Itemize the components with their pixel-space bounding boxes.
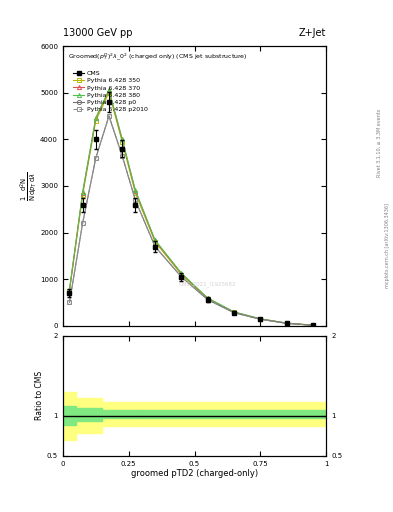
Pythia 6.428 350 [107, 90, 111, 96]
Pythia 6.428 370 [67, 287, 72, 293]
Pythia 6.428 380 [285, 320, 289, 326]
Pythia 6.428 p0 [258, 316, 263, 323]
Pythia 6.428 380 [152, 237, 157, 243]
Pythia 6.428 p0 [179, 274, 184, 280]
Pythia 6.428 p2010 [258, 316, 263, 323]
Pythia 6.428 380 [232, 309, 237, 315]
Legend: CMS, Pythia 6.428 350, Pythia 6.428 370, Pythia 6.428 380, Pythia 6.428 p0, Pyth: CMS, Pythia 6.428 350, Pythia 6.428 370,… [71, 69, 150, 114]
Pythia 6.428 p2010 [133, 197, 138, 203]
Pythia 6.428 380 [94, 115, 98, 121]
Pythia 6.428 350 [120, 139, 125, 145]
Pythia 6.428 p2010 [310, 322, 315, 328]
Pythia 6.428 p0 [310, 322, 315, 328]
Pythia 6.428 p0 [133, 197, 138, 203]
Pythia 6.428 p0 [232, 310, 237, 316]
Pythia 6.428 380 [133, 187, 138, 193]
Line: Pythia 6.428 p0: Pythia 6.428 p0 [67, 114, 315, 327]
Pythia 6.428 p2010 [80, 220, 85, 226]
Pythia 6.428 370 [152, 238, 157, 244]
Pythia 6.428 p2010 [94, 155, 98, 161]
Text: Rivet 3.1.10, ≥ 3.3M events: Rivet 3.1.10, ≥ 3.3M events [377, 109, 382, 178]
Pythia 6.428 p2010 [285, 321, 289, 327]
Pythia 6.428 350 [310, 322, 315, 328]
Pythia 6.428 370 [232, 309, 237, 315]
Pythia 6.428 350 [258, 316, 263, 322]
Text: 13000 GeV pp: 13000 GeV pp [63, 28, 132, 38]
Pythia 6.428 370 [133, 187, 138, 194]
Pythia 6.428 350 [94, 118, 98, 124]
Line: Pythia 6.428 350: Pythia 6.428 350 [67, 91, 315, 327]
Pythia 6.428 350 [179, 271, 184, 278]
Pythia 6.428 380 [310, 322, 315, 328]
Pythia 6.428 370 [107, 88, 111, 94]
Line: Pythia 6.428 p2010: Pythia 6.428 p2010 [67, 114, 315, 327]
Y-axis label: Ratio to CMS: Ratio to CMS [35, 371, 44, 420]
Line: Pythia 6.428 370: Pythia 6.428 370 [67, 88, 315, 327]
Pythia 6.428 350 [80, 192, 85, 198]
Pythia 6.428 p2010 [232, 310, 237, 316]
Y-axis label: $\frac{1}{\mathrm{N}}\frac{\mathrm{d}^2\mathrm{N}}{\mathrm{d}p_T\,\mathrm{d}\lam: $\frac{1}{\mathrm{N}}\frac{\mathrm{d}^2\… [18, 171, 39, 201]
Pythia 6.428 p2010 [107, 113, 111, 119]
Pythia 6.428 p0 [206, 296, 210, 303]
Pythia 6.428 380 [67, 287, 72, 293]
Pythia 6.428 370 [310, 322, 315, 328]
Pythia 6.428 p0 [120, 153, 125, 159]
Pythia 6.428 350 [67, 288, 72, 294]
Pythia 6.428 p0 [152, 244, 157, 250]
Text: CMS_2021_I1925682: CMS_2021_I1925682 [179, 281, 237, 287]
Pythia 6.428 370 [80, 190, 85, 196]
Pythia 6.428 380 [206, 295, 210, 301]
Pythia 6.428 p0 [285, 321, 289, 327]
Pythia 6.428 370 [258, 316, 263, 322]
Pythia 6.428 350 [152, 239, 157, 245]
Pythia 6.428 p0 [67, 300, 72, 306]
Pythia 6.428 350 [133, 190, 138, 196]
Pythia 6.428 p2010 [179, 274, 184, 280]
Pythia 6.428 p2010 [152, 244, 157, 250]
Pythia 6.428 370 [179, 270, 184, 276]
Pythia 6.428 p2010 [67, 300, 72, 306]
Text: Groomed$(p_T^D)^2\lambda\_0^2$ (charged only) (CMS jet substructure): Groomed$(p_T^D)^2\lambda\_0^2$ (charged … [68, 52, 248, 62]
Pythia 6.428 380 [258, 316, 263, 322]
Pythia 6.428 370 [94, 115, 98, 121]
Pythia 6.428 370 [206, 295, 210, 302]
Pythia 6.428 380 [120, 136, 125, 142]
Pythia 6.428 p0 [107, 113, 111, 119]
Line: Pythia 6.428 380: Pythia 6.428 380 [67, 88, 315, 327]
Pythia 6.428 p2010 [120, 153, 125, 159]
Pythia 6.428 p2010 [206, 296, 210, 303]
Pythia 6.428 350 [206, 296, 210, 302]
Pythia 6.428 350 [285, 320, 289, 326]
Pythia 6.428 380 [179, 270, 184, 276]
Pythia 6.428 370 [285, 320, 289, 326]
Pythia 6.428 380 [80, 189, 85, 196]
Pythia 6.428 p0 [94, 155, 98, 161]
Pythia 6.428 370 [120, 136, 125, 142]
Pythia 6.428 p0 [80, 220, 85, 226]
Text: Z+Jet: Z+Jet [299, 28, 326, 38]
Pythia 6.428 350 [232, 309, 237, 315]
Text: mcplots.cern.ch [arXiv:1306.3436]: mcplots.cern.ch [arXiv:1306.3436] [385, 203, 389, 288]
X-axis label: groomed pTD2 (charged-only): groomed pTD2 (charged-only) [131, 470, 258, 478]
Pythia 6.428 380 [107, 87, 111, 93]
